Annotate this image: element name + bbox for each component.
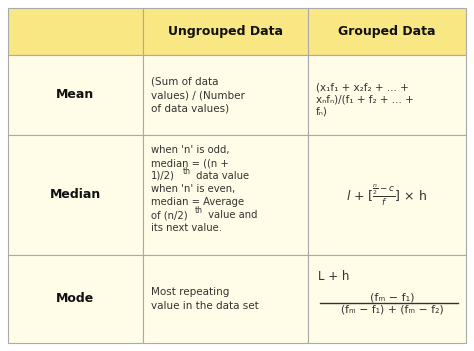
Text: data value: data value — [193, 171, 249, 181]
Text: Most repeating
value in the data set: Most repeating value in the data set — [151, 287, 259, 311]
Text: th: th — [183, 167, 191, 176]
Text: th: th — [195, 206, 203, 215]
Bar — [143, 255, 308, 343]
Text: median = ((n +: median = ((n + — [151, 158, 229, 168]
Text: (fₘ − f₁) + (fₘ − f₂): (fₘ − f₁) + (fₘ − f₂) — [341, 304, 443, 314]
Text: median = Average: median = Average — [151, 197, 244, 207]
Text: (Sum of data
values) / (Number
of data values): (Sum of data values) / (Number of data v… — [151, 77, 245, 113]
Text: Mode: Mode — [56, 292, 95, 305]
Text: its next value.: its next value. — [151, 223, 222, 233]
Bar — [8, 135, 143, 255]
Text: 1)/2): 1)/2) — [151, 171, 175, 181]
Bar — [308, 55, 466, 135]
Bar — [308, 8, 466, 55]
Text: (fₘ − f₁): (fₘ − f₁) — [370, 293, 414, 303]
Text: of (n/2): of (n/2) — [151, 210, 188, 220]
Bar — [143, 135, 308, 255]
Text: Ungrouped Data: Ungrouped Data — [168, 25, 283, 38]
Bar — [8, 8, 143, 55]
Text: fₙ): fₙ) — [316, 106, 328, 116]
Bar — [143, 8, 308, 55]
Bar — [308, 255, 466, 343]
Bar — [8, 55, 143, 135]
Bar — [308, 135, 466, 255]
Text: Median: Median — [50, 188, 101, 201]
Text: xₙfₙ)/(f₁ + f₂ + ... +: xₙfₙ)/(f₁ + f₂ + ... + — [316, 94, 414, 104]
Text: when 'n' is even,: when 'n' is even, — [151, 184, 235, 194]
Text: (x₁f₁ + x₂f₂ + ... +: (x₁f₁ + x₂f₂ + ... + — [316, 82, 409, 92]
Text: value and: value and — [205, 210, 257, 220]
Bar — [143, 55, 308, 135]
Text: Mean: Mean — [56, 88, 95, 101]
Text: L + h: L + h — [318, 271, 349, 284]
Bar — [8, 255, 143, 343]
Text: $l$ + [$\frac{\frac{n}{2}-c}{f}$] × h: $l$ + [$\frac{\frac{n}{2}-c}{f}$] × h — [346, 182, 428, 208]
Text: when 'n' is odd,: when 'n' is odd, — [151, 145, 229, 155]
Text: Grouped Data: Grouped Data — [338, 25, 436, 38]
